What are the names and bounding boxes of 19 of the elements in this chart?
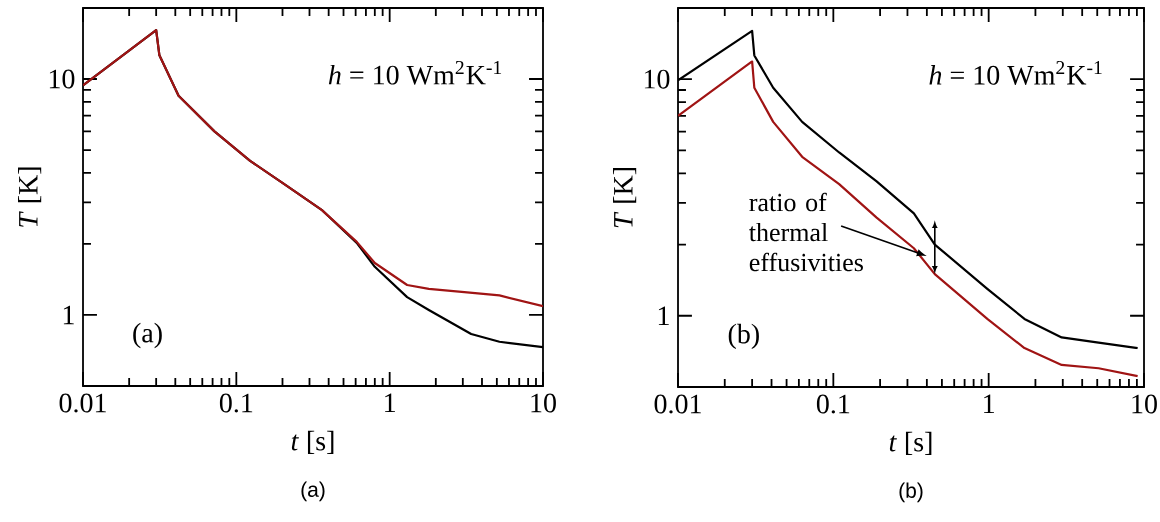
y-axis-title: T [K] xyxy=(18,167,42,227)
annotation: h = 10 Wm$^{2}$K$^{-1}$ xyxy=(929,61,1102,85)
text: (a) xyxy=(301,481,325,502)
x-tick-label: 0.1 xyxy=(816,394,850,414)
x-tick-label: 1 xyxy=(984,394,994,414)
annotation: (b) xyxy=(728,323,759,350)
x-tick-label: 1 xyxy=(385,393,395,413)
x-tick-label: 0.01 xyxy=(654,394,701,414)
x-tick-label: 10 xyxy=(1132,394,1157,414)
y-axis-title: T [K] xyxy=(613,168,637,228)
x-tick-label: 0.01 xyxy=(59,393,106,413)
x-axis-title: t [s] xyxy=(889,431,932,455)
x-tick-label: 0.1 xyxy=(219,393,253,413)
annotation: h = 10 Wm$^{2}$K$^{-1}$ xyxy=(328,60,502,85)
x-tick-label: 10 xyxy=(531,393,556,413)
annotation: ratio of thermal effusivities xyxy=(749,192,863,272)
x-axis-title: t [s] xyxy=(291,430,334,454)
annotation: (a) xyxy=(133,322,162,349)
text: (b) xyxy=(899,482,923,503)
